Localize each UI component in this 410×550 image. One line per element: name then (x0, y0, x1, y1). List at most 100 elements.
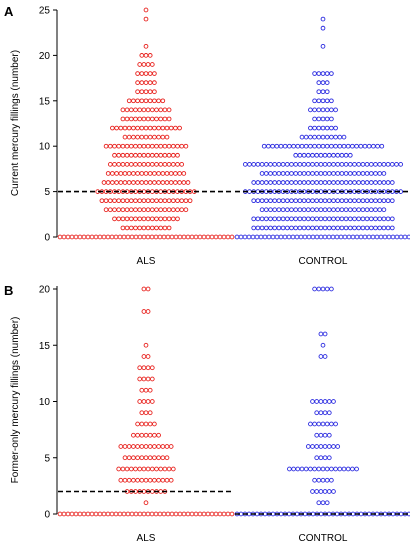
control-data-point (251, 225, 257, 231)
control-data-point (306, 234, 312, 240)
als-data-point (128, 162, 134, 167)
control-data-point (316, 143, 322, 149)
als-data-point (185, 511, 191, 517)
als-data-point (143, 455, 149, 461)
control-data-point (368, 180, 374, 185)
als-data-point (221, 234, 227, 240)
control-data-point (350, 466, 355, 472)
als-data-point (128, 152, 134, 158)
control-data-point (314, 216, 320, 222)
control-data-point (262, 234, 268, 240)
als-data-point (197, 511, 203, 517)
als-data-point (173, 234, 179, 240)
als-data-point (156, 98, 161, 104)
als-data-point (139, 53, 145, 58)
control-data-point (297, 171, 303, 176)
als-data-point (179, 162, 185, 167)
als-data-point (143, 71, 149, 76)
als-data-point (128, 143, 134, 149)
als-data-point (135, 421, 140, 427)
control-data-point (297, 225, 303, 231)
als-data-point (143, 387, 149, 393)
control-data-point (364, 171, 370, 176)
als-data-point (147, 387, 153, 393)
control-data-point (358, 234, 364, 240)
als-data-point (65, 511, 71, 517)
als-data-point (116, 466, 122, 472)
als-data-point (154, 216, 159, 222)
control-data-point (352, 171, 357, 176)
control-data-point (347, 171, 353, 176)
als-data-point (131, 125, 136, 131)
control-data-point (322, 152, 328, 158)
control-data-point (284, 225, 290, 231)
als-data-point (137, 466, 143, 472)
als-data-point (141, 466, 147, 472)
control-data-point (272, 216, 278, 222)
control-data-point (276, 207, 282, 213)
control-data-point (316, 107, 322, 113)
als-data-point (149, 143, 155, 149)
als-data-point (197, 234, 203, 240)
control-data-point (263, 216, 269, 222)
als-data-point (149, 376, 155, 382)
control-data-point (272, 207, 278, 213)
control-data-point (289, 207, 294, 213)
y-tick-label: 15 (39, 96, 51, 107)
control-data-point (339, 162, 345, 167)
control-data-point (324, 98, 330, 104)
als-data-point (177, 234, 183, 240)
als-data-point (137, 225, 143, 231)
als-data-point (175, 162, 180, 167)
als-data-point (181, 180, 187, 185)
panel-a-data-points (57, 7, 410, 240)
control-data-point (324, 71, 330, 76)
als-data-point (156, 134, 161, 140)
als-data-point (157, 511, 163, 517)
als-data-point (141, 399, 147, 404)
control-data-point (259, 171, 265, 176)
als-data-point (170, 466, 176, 472)
als-data-point (149, 152, 155, 158)
als-data-point (124, 116, 130, 122)
als-data-point (114, 125, 119, 131)
als-data-point (135, 171, 140, 176)
control-data-point (234, 234, 240, 240)
control-data-point (287, 466, 292, 472)
control-data-point (316, 500, 322, 506)
als-data-point (139, 477, 145, 483)
control-data-point (266, 234, 272, 240)
control-data-point (381, 180, 387, 185)
als-data-point (145, 466, 151, 472)
control-data-point (333, 143, 338, 149)
control-data-point (314, 489, 320, 494)
control-data-point (293, 225, 299, 231)
als-data-point (149, 466, 155, 472)
als-data-point (135, 455, 140, 461)
control-data-point (280, 171, 286, 176)
control-data-point (293, 216, 299, 222)
control-data-point (322, 432, 328, 438)
control-data-point (316, 466, 322, 472)
als-data-point (145, 107, 151, 113)
als-data-point (69, 234, 75, 240)
als-data-point (133, 511, 139, 517)
control-data-point (356, 162, 362, 167)
als-data-point (145, 399, 151, 404)
als-data-point (143, 180, 149, 185)
als-data-point (160, 134, 166, 140)
als-data-point (126, 444, 132, 449)
control-data-point (286, 234, 292, 240)
control-data-point (293, 162, 299, 167)
control-data-point (379, 143, 385, 149)
als-data-point (118, 180, 124, 185)
als-data-point (93, 234, 99, 240)
als-data-point (126, 134, 132, 140)
control-data-point (316, 134, 322, 140)
als-data-point (116, 152, 122, 158)
control-data-point (339, 180, 345, 185)
control-data-point (324, 286, 330, 292)
als-data-point (152, 432, 157, 438)
als-data-point (168, 444, 174, 449)
control-data-point (322, 225, 328, 231)
